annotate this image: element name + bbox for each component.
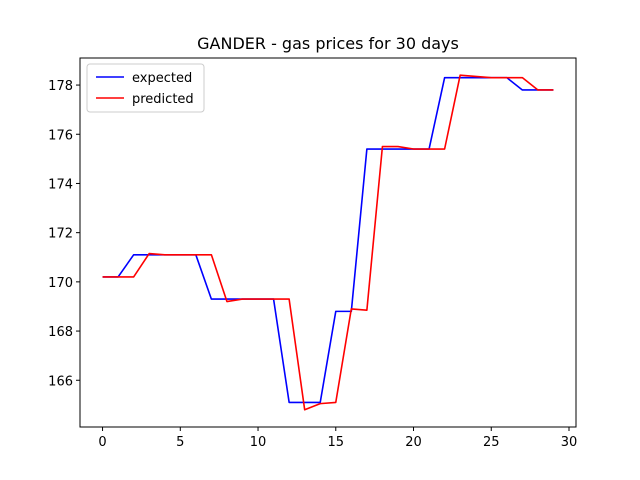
x-tick-label: 20 <box>405 435 422 450</box>
series-line-expected <box>102 76 554 404</box>
legend-label-predicted: predicted <box>132 92 194 107</box>
y-tick-label: 178 <box>48 79 73 94</box>
plot-lines <box>102 74 554 411</box>
y-tick-label: 172 <box>48 227 73 242</box>
y-tick-label: 176 <box>48 128 73 143</box>
y-tick-label: 170 <box>48 276 73 291</box>
x-axis: 0 5 10 15 20 25 30 <box>98 427 577 450</box>
chart-title: GANDER - gas prices for 30 days <box>197 34 459 53</box>
x-tick-label: 0 <box>98 435 106 450</box>
x-tick-label: 10 <box>250 435 267 450</box>
x-tick-label: 15 <box>328 435 345 450</box>
legend-label-expected: expected <box>132 71 192 86</box>
x-tick-label: 25 <box>483 435 500 450</box>
y-axis: 166 168 170 172 174 176 178 <box>48 79 80 389</box>
x-tick-label: 30 <box>561 435 578 450</box>
plot-frame <box>79 57 577 428</box>
series-line-predicted <box>102 74 554 411</box>
y-tick-label: 174 <box>48 177 73 192</box>
x-tick-label: 5 <box>176 435 184 450</box>
legend: expected predicted <box>86 63 205 113</box>
y-tick-label: 168 <box>48 325 73 340</box>
y-tick-label: 166 <box>48 374 73 389</box>
legend-box <box>86 63 205 113</box>
